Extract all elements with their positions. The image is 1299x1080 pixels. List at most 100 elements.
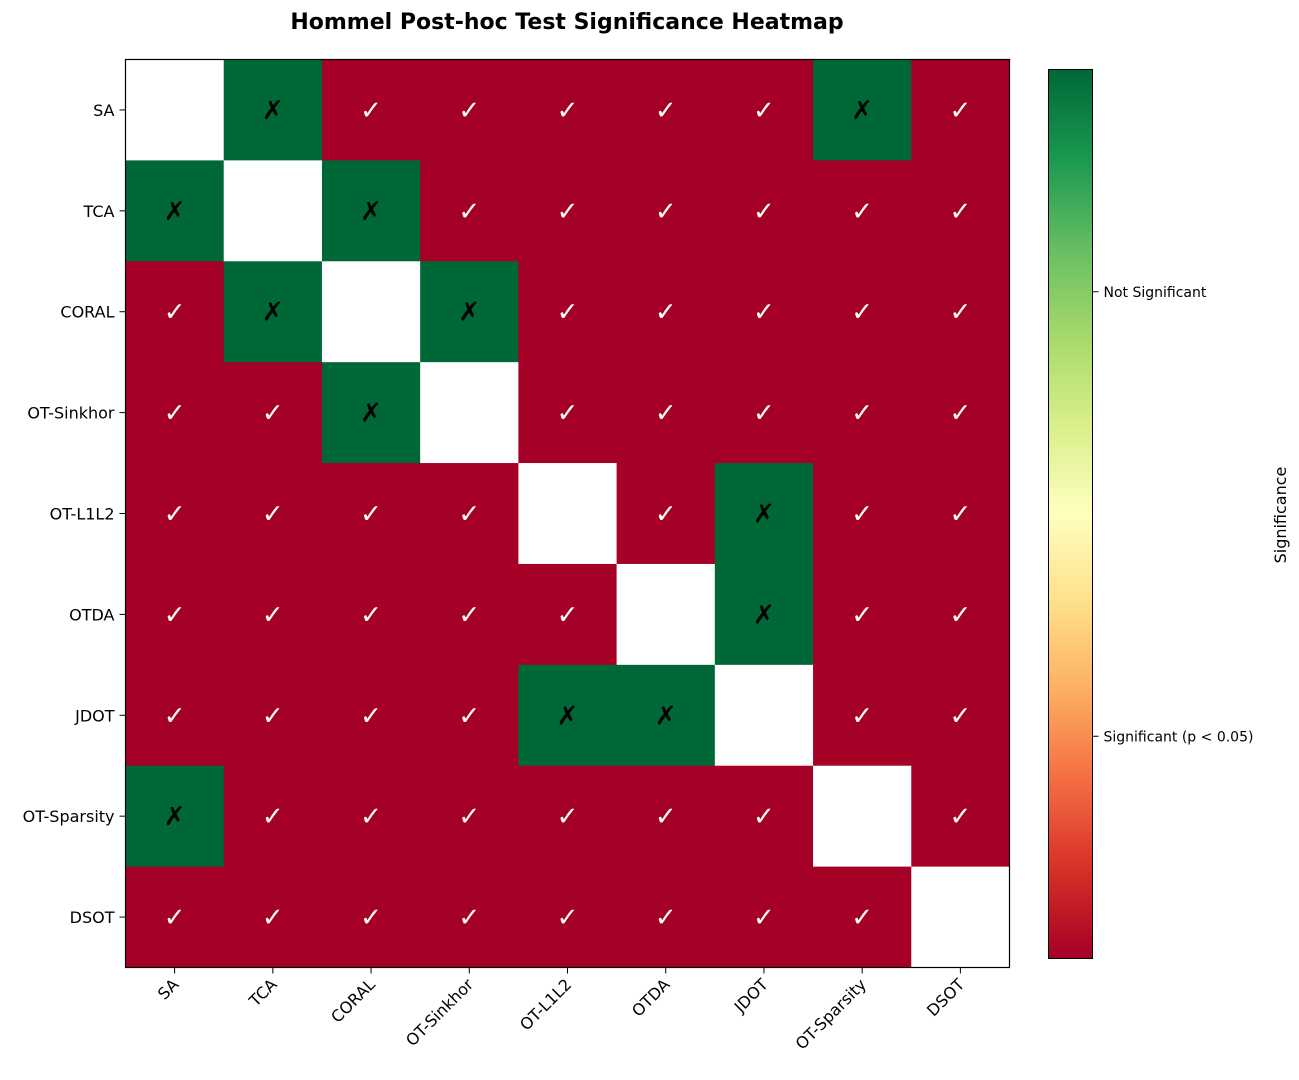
heatmap-cell <box>223 765 323 868</box>
heatmap-cell <box>223 563 323 666</box>
cell-mark-significant: ✓ <box>949 600 971 630</box>
cell-mark-not-significant: ✗ <box>164 197 186 227</box>
x-tick-label: CORAL <box>327 975 379 1027</box>
heatmap-cell <box>616 59 716 161</box>
cell-mark-significant: ✓ <box>949 96 971 126</box>
heatmap-cell <box>223 59 323 161</box>
cell-mark-significant: ✓ <box>655 96 677 126</box>
y-tick-label: DSOT <box>70 908 115 927</box>
heatmap-cell <box>714 362 814 464</box>
cell-mark-significant: ✓ <box>851 298 873 328</box>
x-tick-label: OT-Sparsity <box>792 975 870 1053</box>
x-tick-label: SA <box>154 975 183 1004</box>
heatmap-cell <box>420 664 519 767</box>
cell-mark-significant: ✓ <box>655 802 677 832</box>
x-tick-label: OT-Sinkhor <box>402 975 477 1050</box>
cell-mark-significant: ✓ <box>851 701 873 731</box>
heatmap-cell <box>518 362 618 464</box>
heatmap-cell <box>616 362 716 464</box>
cell-mark-significant: ✓ <box>557 600 579 630</box>
heatmap-cell <box>321 362 421 464</box>
cell-mark-significant: ✓ <box>360 701 382 731</box>
heatmap-cell <box>125 866 225 968</box>
cell-mark-significant: ✓ <box>851 903 873 933</box>
y-tick-label: CORAL <box>60 303 114 322</box>
heatmap-cell <box>911 362 1010 464</box>
heatmap-cell <box>911 664 1010 767</box>
heatmap-cell <box>813 664 912 767</box>
heatmap-cell <box>911 563 1010 666</box>
cell-mark-significant: ✓ <box>262 701 284 731</box>
heatmap-grid <box>125 59 1010 968</box>
y-tick-label: OT-Sinkhor <box>27 404 115 423</box>
colorbar <box>1048 69 1093 959</box>
cell-mark-significant: ✓ <box>949 802 971 832</box>
cell-mark-not-significant: ✗ <box>360 399 382 429</box>
heatmap-cell <box>518 765 618 868</box>
cell-mark-significant: ✓ <box>360 903 382 933</box>
cell-mark-significant: ✓ <box>557 903 579 933</box>
cell-mark-significant: ✓ <box>164 500 186 530</box>
heatmap-cell <box>911 59 1010 161</box>
heatmap-cell <box>420 866 519 968</box>
cell-mark-significant: ✓ <box>851 600 873 630</box>
cell-mark-significant: ✓ <box>949 399 971 429</box>
y-axis: SA TCA CORAL OT-Sinkhor OT-L1L2 OTDA JDOT OT-Sp… <box>23 101 126 927</box>
heatmap-cell <box>813 362 912 464</box>
cell-mark-significant: ✓ <box>949 500 971 530</box>
heatmap-cell <box>813 866 912 968</box>
heatmap-cell <box>321 160 421 262</box>
heatmap-cell <box>714 59 814 161</box>
heatmap-cell <box>518 463 618 565</box>
cell-mark-significant: ✓ <box>851 197 873 227</box>
heatmap-cell <box>223 463 323 565</box>
heatmap-cell <box>616 866 716 968</box>
heatmap-cell <box>616 463 716 565</box>
cell-mark-significant: ✓ <box>557 802 579 832</box>
cell-mark-significant: ✓ <box>458 903 480 933</box>
heatmap-cell <box>813 160 912 262</box>
heatmap-cell <box>714 765 814 868</box>
cell-mark-significant: ✓ <box>164 701 186 731</box>
heatmap-cell <box>911 866 1010 968</box>
heatmap-cell <box>518 160 618 262</box>
y-tick-label: JDOT <box>74 706 115 725</box>
cell-mark-significant: ✓ <box>458 802 480 832</box>
cell-mark-significant: ✓ <box>655 197 677 227</box>
cell-mark-significant: ✓ <box>753 96 775 126</box>
cell-mark-not-significant: ✗ <box>557 701 579 731</box>
heatmap-cell <box>321 463 421 565</box>
heatmap-cell <box>223 866 323 968</box>
heatmap-cell <box>911 765 1010 868</box>
x-tick-label: JDOT <box>730 975 772 1017</box>
heatmap-cell <box>223 160 323 262</box>
cell-mark-not-significant: ✗ <box>458 298 480 328</box>
cell-mark-significant: ✓ <box>360 600 382 630</box>
heatmap-cell <box>223 362 323 464</box>
y-tick-label: TCA <box>83 202 115 221</box>
heatmap-cell <box>616 563 716 666</box>
heatmap-cell <box>125 765 225 868</box>
cell-mark-significant: ✓ <box>655 903 677 933</box>
cell-mark-not-significant: ✗ <box>164 802 186 832</box>
cell-mark-significant: ✓ <box>360 802 382 832</box>
heatmap-cell <box>223 261 323 363</box>
cell-mark-not-significant: ✗ <box>753 500 775 530</box>
x-axis: SA TCA CORAL OT-Sinkhor OT-L1L2 OTDA JDOT OT-Sp… <box>154 967 968 1053</box>
heatmap-cell <box>420 563 519 666</box>
heatmap-cell <box>911 261 1010 363</box>
heatmap-cell <box>813 765 912 868</box>
cell-mark-significant: ✓ <box>262 399 284 429</box>
cell-mark-not-significant: ✗ <box>655 701 677 731</box>
heatmap-cell <box>125 261 225 363</box>
heatmap-cell <box>714 664 814 767</box>
heatmap-cell <box>420 261 519 363</box>
cell-mark-not-significant: ✗ <box>851 96 873 126</box>
heatmap-cell <box>321 765 421 868</box>
cell-mark-significant: ✓ <box>851 500 873 530</box>
heatmap-cell <box>223 664 323 767</box>
cell-mark-significant: ✓ <box>753 802 775 832</box>
cell-mark-significant: ✓ <box>851 399 873 429</box>
x-tick-label: OT-L1L2 <box>516 975 575 1034</box>
